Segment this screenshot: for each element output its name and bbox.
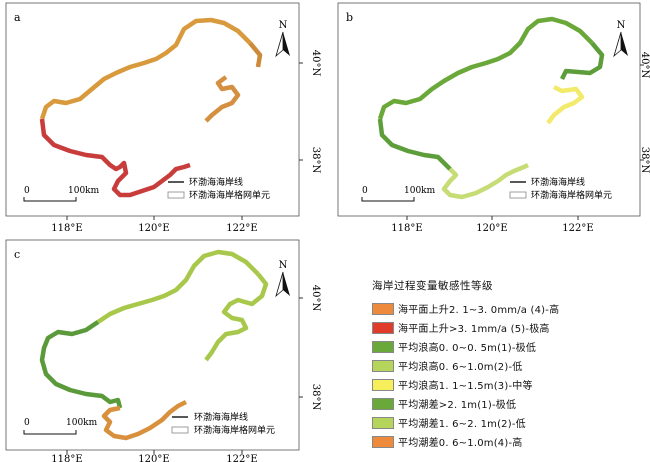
lat-ticks: 40°N 38°N <box>639 52 650 174</box>
lon-tick-label: 122°E <box>226 454 257 462</box>
legend-item: 海平面上升2. 1~3. 0mm/a (4)-高 <box>362 299 612 318</box>
coastline-north-segment <box>39 17 252 120</box>
scale-bar: 0 100km <box>23 418 98 435</box>
legend-swatch <box>372 302 394 315</box>
legend-item: 平均潮差1. 6~2. 1m(2)-低 <box>362 413 612 432</box>
lon-tick-label: 122°E <box>562 223 593 234</box>
svg-text:N: N <box>279 20 288 31</box>
coastline-main-segment <box>39 320 123 409</box>
panel-b: b 118°E 120°E 122°E 40°N 38°N N 0 100km <box>337 2 650 234</box>
scale-bar: 0 100km <box>361 186 436 202</box>
legend-item: 平均浪高0. 6~1.0m(2)-低 <box>362 356 612 375</box>
panel-frame <box>5 2 300 217</box>
scale-bar: 0 100km <box>23 186 100 202</box>
svg-text:N: N <box>617 20 626 31</box>
map-legend: 环渤海海岸线 环渤海海岸格网单元 <box>509 176 612 201</box>
lon-tick-label: 120°E <box>476 223 507 234</box>
map-legend: 环渤海海岸线 环渤海海岸格网单元 <box>171 411 275 436</box>
legend-swatch <box>372 397 394 410</box>
lat-ticks: 40°N 38°N <box>299 50 321 174</box>
lat-tick-label: 38°N <box>639 147 650 174</box>
coastline-main-segment <box>248 41 263 68</box>
coastline-inner-segment <box>546 84 585 125</box>
lon-tick-label: 118°E <box>391 223 422 234</box>
svg-text:环渤海海岸线: 环渤海海岸线 <box>194 411 248 423</box>
svg-text:100km: 100km <box>404 186 436 196</box>
coastline-south-segment <box>39 118 191 198</box>
coastline-north-segment <box>96 249 269 362</box>
legend-title: 海岸过程变量敏感性等级 <box>372 280 493 292</box>
lat-tick-label: 40°N <box>639 52 650 79</box>
legend-item: 平均浪高1. 1~1.5m(3)-中等 <box>362 375 612 394</box>
legend-item: 平均潮差>2. 1m(1)-极低 <box>362 394 612 413</box>
svg-text:0: 0 <box>362 186 368 196</box>
coastline-south-segment <box>441 162 530 200</box>
svg-text:环渤海海岸线: 环渤海海岸线 <box>189 176 243 188</box>
lat-tick-label: 40°N <box>310 285 321 312</box>
legend-item-label: 平均浪高0. 6~1.0m(2)-低 <box>398 362 523 373</box>
coastline-south-segment <box>101 399 188 441</box>
panel-label: a <box>14 11 21 24</box>
lat-ticks: 40°N 38°N <box>299 285 321 411</box>
legend-item-label: 平均浪高1. 1~1.5m(3)-中等 <box>398 381 533 392</box>
panel-a: a 118°E 120°E 122°E 40°N 38°N N 0 100km <box>5 2 321 234</box>
svg-text:0: 0 <box>24 418 30 428</box>
legend-swatch <box>372 416 394 429</box>
legend-item-label: 海平面上升>3. 1mm/a (5)-极高 <box>398 324 550 335</box>
legend-swatch <box>372 435 394 448</box>
coastline-main-segment <box>377 41 605 171</box>
north-arrow-icon: N <box>613 20 628 58</box>
lat-tick-label: 40°N <box>310 50 321 77</box>
lat-tick-label: 38°N <box>310 147 321 174</box>
legend-item: 平均浪高0. 0~0. 5m(1)-极低 <box>362 337 612 356</box>
lon-tick-label: 120°E <box>138 454 169 462</box>
svg-text:100km: 100km <box>68 186 100 196</box>
lon-ticks: 118°E 120°E 122°E <box>51 216 258 234</box>
svg-text:0: 0 <box>24 186 30 196</box>
panel-frame <box>5 239 300 451</box>
legend-swatch <box>372 340 394 353</box>
coastline-inner-segment <box>204 75 241 123</box>
lon-ticks: 118°E 120°E 122°E <box>391 216 594 234</box>
legend-item-label: 平均潮差>2. 1m(1)-极低 <box>398 400 517 411</box>
legend-swatch <box>372 321 394 334</box>
sensitivity-legend: 海岸过程变量敏感性等级 海平面上升2. 1~3. 0mm/a (4)-高 海平面上… <box>362 278 612 451</box>
legend-swatch <box>372 378 394 391</box>
panel-label: c <box>14 248 20 261</box>
svg-text:N: N <box>279 260 288 271</box>
legend-item-label: 平均潮差1. 6~2. 1m(2)-低 <box>398 419 526 430</box>
svg-text:环渤海海岸线: 环渤海海岸线 <box>531 176 585 188</box>
lon-tick-label: 122°E <box>226 223 257 234</box>
svg-text:环渤海海岸格网单元: 环渤海海岸格网单元 <box>194 424 275 436</box>
legend-item-label: 平均潮差0. 6~1.0m(4)-高 <box>398 438 523 449</box>
panel-label: b <box>346 11 353 24</box>
panel-c: c 118°E 120°E 122°E 40°N 38°N N 0 100km … <box>5 239 321 462</box>
legend-item: 平均潮差0. 6~1.0m(4)-高 <box>362 432 612 451</box>
svg-text:100km: 100km <box>66 418 98 428</box>
coastline-north-segment <box>377 16 594 120</box>
legend-swatch <box>372 359 394 372</box>
north-arrow-icon: N <box>275 20 290 58</box>
svg-text:环渤海海岸格网单元: 环渤海海岸格网单元 <box>531 189 612 201</box>
legend-item: 海平面上升>3. 1mm/a (5)-极高 <box>362 318 612 337</box>
legend-item-label: 海平面上升2. 1~3. 0mm/a (4)-高 <box>398 305 560 316</box>
lon-ticks: 118°E 120°E 122°E <box>51 450 258 462</box>
lon-tick-label: 120°E <box>138 223 169 234</box>
lon-tick-label: 118°E <box>51 223 82 234</box>
svg-text:环渤海海岸格网单元: 环渤海海岸格网单元 <box>189 189 270 201</box>
legend-item-label: 平均浪高0. 0~0. 5m(1)-极低 <box>398 343 537 354</box>
north-arrow-icon: N <box>275 260 290 298</box>
lon-tick-label: 118°E <box>51 454 82 462</box>
map-legend: 环渤海海岸线 环渤海海岸格网单元 <box>167 176 270 201</box>
lat-tick-label: 38°N <box>310 384 321 411</box>
